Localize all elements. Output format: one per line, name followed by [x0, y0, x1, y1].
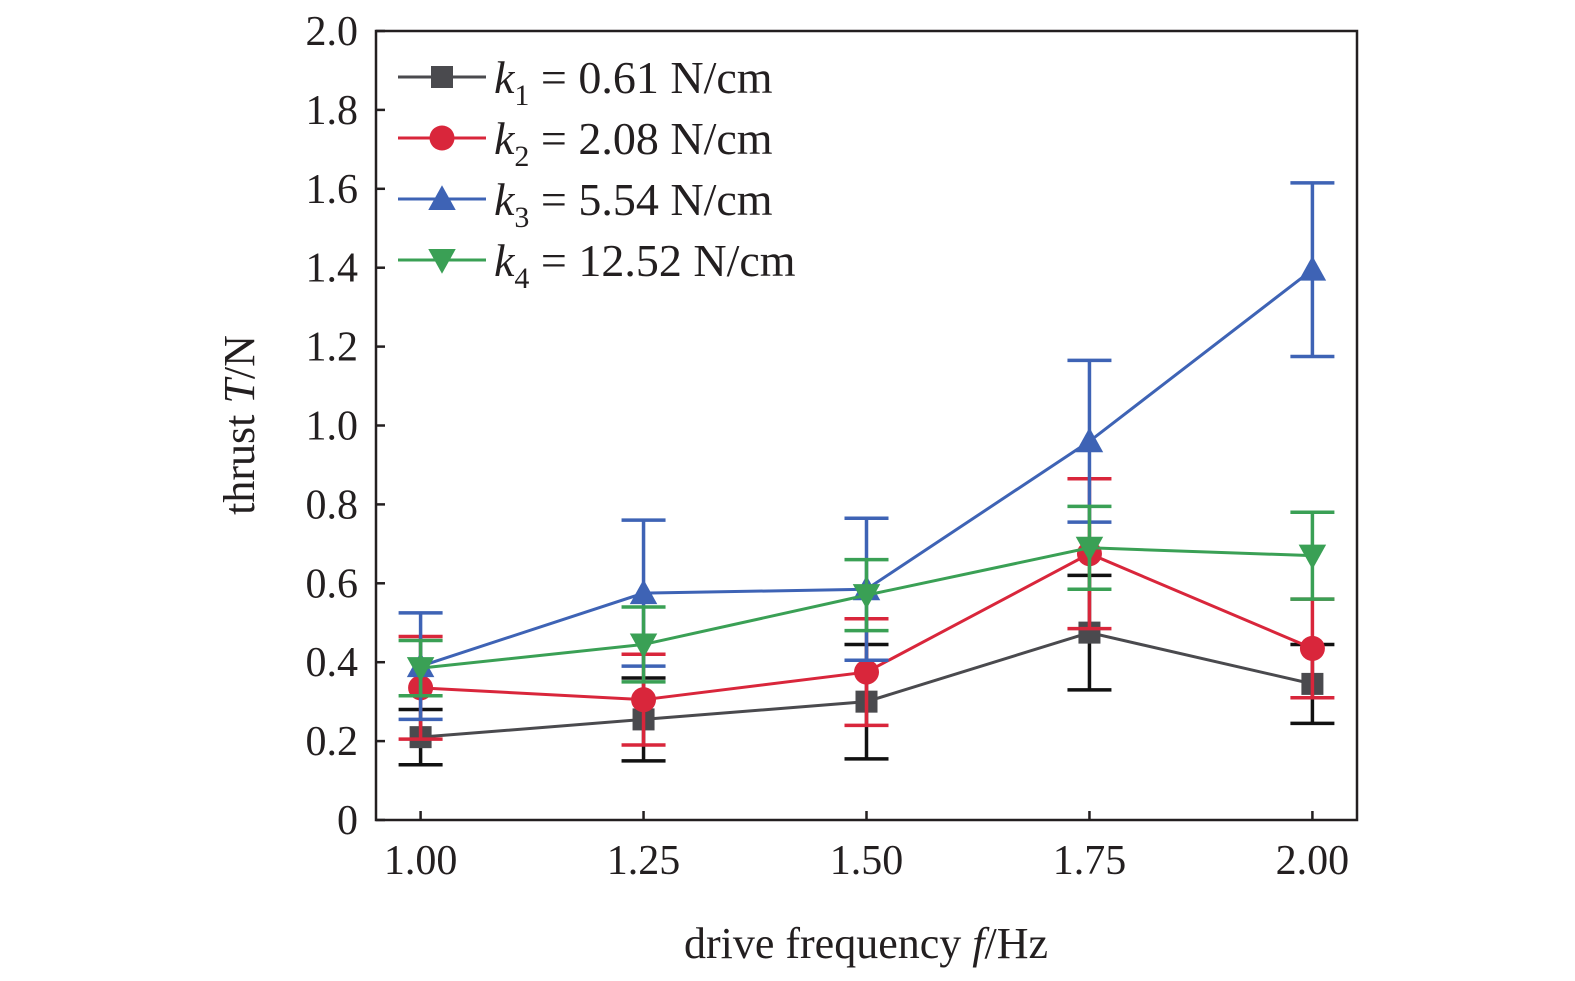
data-point [1075, 536, 1104, 562]
data-point [1075, 427, 1104, 453]
legend-entry-3: k3 = 5.54 N/cm [398, 174, 773, 234]
legend-var: k [494, 235, 516, 286]
y-axis-title: thrust T/N [215, 335, 264, 515]
data-point [629, 633, 658, 659]
legend-label: k3 = 5.54 N/cm [494, 174, 773, 234]
data-point [629, 579, 658, 605]
legend-value: = 0.61 N/cm [529, 52, 772, 103]
x-tick-label: 2.00 [1276, 838, 1350, 884]
legend-marker [428, 249, 456, 274]
legend-var: k [494, 174, 516, 225]
y-tick-label: 0 [337, 798, 358, 844]
data-point [631, 687, 657, 713]
data-point [854, 659, 879, 685]
y-tick-label: 1.4 [306, 246, 359, 292]
y-tick-label: 0.6 [306, 561, 359, 607]
data-point [406, 657, 435, 682]
legend-var: k [494, 113, 516, 164]
legend-entry-1: k1 = 0.61 N/cm [398, 52, 773, 112]
data-point [1298, 544, 1327, 570]
y-tick-label: 0.4 [306, 640, 359, 686]
y-tick-label: 0.8 [306, 482, 359, 528]
y-tick-label: 0.2 [306, 719, 359, 765]
y-axis-title-prefix: thrust [215, 404, 264, 515]
y-tick-label: 1.6 [306, 167, 359, 213]
y-axis-title-unit: /N [215, 335, 264, 379]
legend-subscript: 2 [514, 140, 529, 173]
data-point [1299, 635, 1325, 661]
legend-marker [431, 66, 453, 88]
legend-subscript: 4 [514, 262, 529, 295]
x-axis-title: drive frequency f/Hz [684, 919, 1048, 968]
legend-value: = 5.54 N/cm [529, 174, 772, 225]
x-axis-title-unit: /Hz [985, 919, 1049, 968]
y-tick-label: 1.2 [306, 325, 359, 371]
x-tick-label: 1.50 [830, 838, 904, 884]
data-point [1298, 255, 1327, 281]
x-axis-title-prefix: drive frequency [684, 919, 972, 968]
axes-layer: 0 0.2 0.4 0.6 0.8 1.0 1.2 1.4 1.6 1.8 2.0 1.00 1.25 1… [306, 9, 1350, 884]
legend-subscript: 3 [514, 201, 529, 234]
x-tick-label: 1.25 [607, 838, 681, 884]
series-layer [398, 181, 1335, 767]
legend-entry-2: k2 = 2.08 N/cm [398, 113, 773, 173]
y-axis-title-var: T [215, 376, 264, 404]
legend-subscript: 1 [514, 79, 529, 112]
legend-entry-4: k4 = 12.52 N/cm [398, 235, 796, 295]
legend-marker [428, 185, 456, 210]
legend-marker [429, 125, 455, 151]
legend-label: k2 = 2.08 N/cm [494, 113, 773, 173]
legend-value: = 12.52 N/cm [529, 235, 795, 286]
y-tick-label: 1.8 [306, 88, 359, 134]
y-tick-label: 2.0 [306, 9, 359, 55]
legend-label: k1 = 0.61 N/cm [494, 52, 773, 112]
legend-var: k [494, 52, 516, 103]
legend-value: = 2.08 N/cm [529, 113, 772, 164]
x-tick-label: 1.75 [1053, 838, 1127, 884]
y-tick-label: 1.0 [306, 404, 359, 450]
legend-label: k4 = 12.52 N/cm [494, 235, 796, 295]
series-4 [398, 504, 1335, 698]
data-point [852, 584, 881, 609]
x-tick-label: 1.00 [384, 838, 458, 884]
